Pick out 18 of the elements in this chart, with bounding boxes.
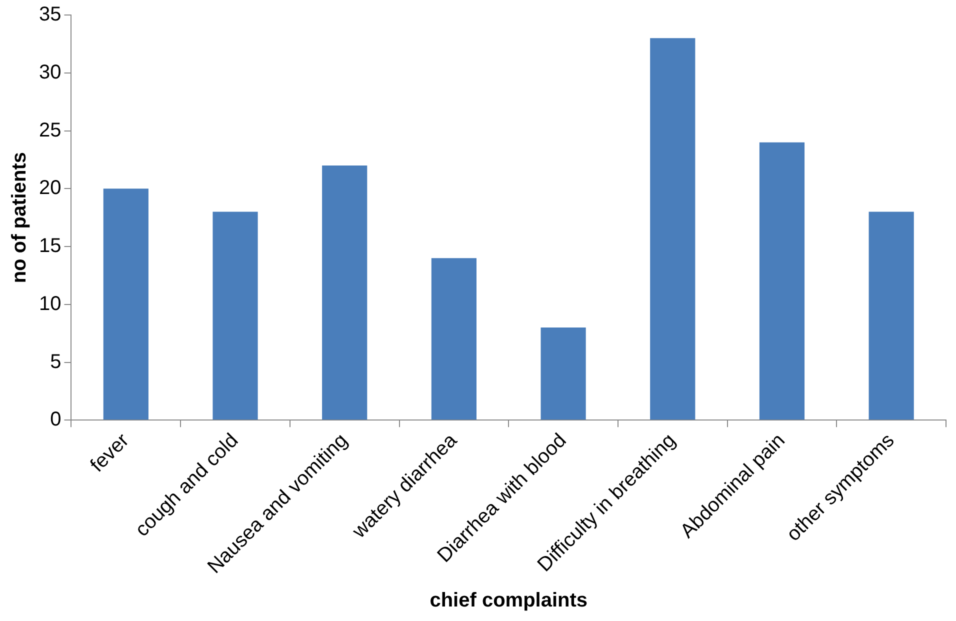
bar bbox=[650, 38, 696, 420]
bar bbox=[103, 188, 148, 420]
y-tick-label: 0 bbox=[50, 408, 62, 431]
y-tick-label: 30 bbox=[38, 61, 62, 84]
y-tick-label: 5 bbox=[50, 350, 62, 373]
bar bbox=[759, 142, 805, 420]
y-tick-label: 25 bbox=[38, 119, 62, 142]
bar bbox=[322, 165, 368, 420]
bar bbox=[540, 328, 586, 420]
y-tick-label: 15 bbox=[38, 235, 62, 258]
bar bbox=[868, 212, 914, 420]
y-tick-label: 35 bbox=[38, 4, 62, 26]
y-axis-title: no of patients bbox=[8, 152, 31, 284]
y-tick-label: 20 bbox=[38, 177, 62, 200]
bar bbox=[212, 212, 258, 420]
x-axis-title: chief complaints bbox=[430, 590, 588, 612]
y-tick-label: 10 bbox=[38, 292, 62, 315]
bar bbox=[431, 258, 477, 420]
